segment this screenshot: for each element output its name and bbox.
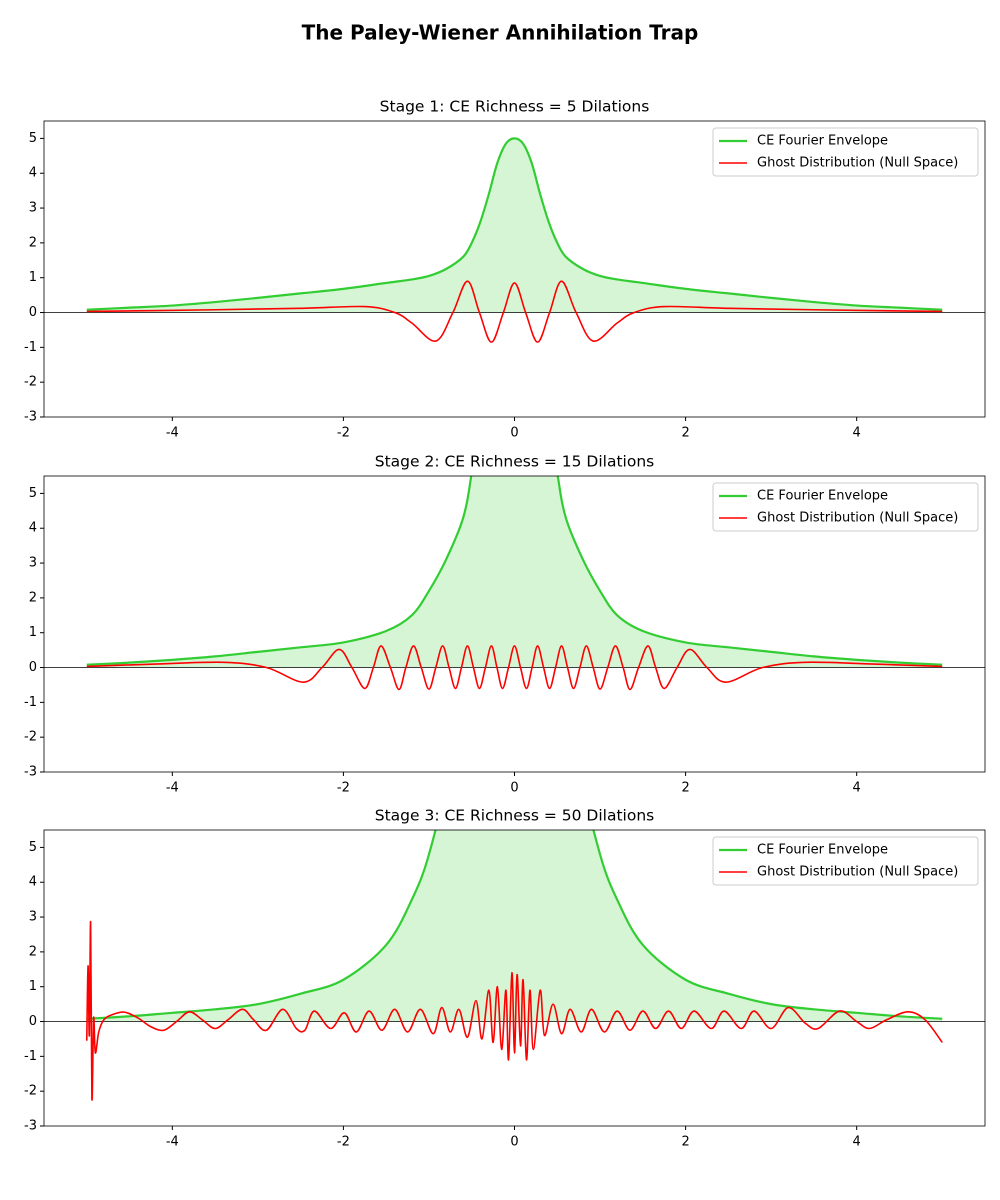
area (86, 138, 943, 313)
series-line (85, 921, 943, 1101)
plot-area (44, 830, 985, 1101)
subplot-title: Stage 2: CE Richness = 15 Dilations (375, 453, 655, 471)
y-tick-label: -3 (24, 1119, 37, 1134)
subplot-title: Stage 1: CE Richness = 5 Dilations (380, 98, 650, 116)
x-tick-label: 4 (853, 781, 861, 796)
x-tick-label: -4 (166, 781, 179, 796)
x-tick-label: 0 (510, 1135, 518, 1150)
y-tick-label: 1 (29, 625, 37, 640)
y-tick-label: 0 (29, 1014, 37, 1029)
area (86, 830, 943, 1022)
y-tick-label: 4 (29, 521, 37, 536)
series-line (86, 137, 943, 311)
y-tick-label: 2 (29, 590, 37, 605)
y-tick-label: -1 (24, 1049, 37, 1064)
y-tick-label: -2 (24, 730, 37, 745)
series-line (86, 830, 943, 1020)
x-tick-label: 4 (853, 1135, 861, 1150)
y-tick-label: 4 (29, 166, 37, 181)
legend-label: Ghost Distribution (Null Space) (757, 156, 958, 171)
plot-area (44, 137, 985, 343)
plot-area (44, 476, 985, 691)
legend-box (712, 482, 979, 532)
legend-label: Ghost Distribution (Null Space) (757, 865, 958, 880)
y-tick-label: -3 (24, 410, 37, 425)
y-tick-label: -1 (24, 340, 37, 355)
legend-label: Ghost Distribution (Null Space) (757, 511, 958, 526)
y-tick-label: -2 (24, 375, 37, 390)
legend-box (712, 836, 979, 886)
y-tick-label: -2 (24, 1084, 37, 1099)
y-tick-label: -3 (24, 765, 37, 780)
y-tick-label: 4 (29, 875, 37, 890)
area (86, 476, 943, 668)
y-tick-label: 5 (29, 486, 37, 501)
legend-box (712, 127, 979, 177)
y-tick-label: 2 (29, 235, 37, 250)
legend-label: CE Fourier Envelope (757, 489, 888, 504)
y-tick-label: 5 (29, 131, 37, 146)
x-tick-label: -4 (166, 1135, 179, 1150)
y-tick-label: 3 (29, 910, 37, 925)
x-tick-label: 0 (510, 781, 518, 796)
figure-title: The Paley-Wiener Annihilation Trap (302, 21, 699, 45)
y-tick-label: 1 (29, 979, 37, 994)
x-tick-label: 0 (510, 426, 518, 441)
y-tick-label: 3 (29, 201, 37, 216)
x-tick-label: -2 (337, 1135, 350, 1150)
x-tick-label: 4 (853, 426, 861, 441)
y-tick-label: 3 (29, 556, 37, 571)
y-tick-label: 0 (29, 660, 37, 675)
y-tick-label: -1 (24, 695, 37, 710)
x-tick-label: 2 (681, 1135, 689, 1150)
series-line (86, 645, 943, 691)
y-tick-label: 1 (29, 270, 37, 285)
x-tick-label: -2 (337, 426, 350, 441)
series-line (86, 280, 943, 343)
legend-label: CE Fourier Envelope (757, 134, 888, 149)
x-tick-label: 2 (681, 426, 689, 441)
legend-label: CE Fourier Envelope (757, 843, 888, 858)
series-line (86, 476, 943, 666)
y-tick-label: 5 (29, 840, 37, 855)
y-tick-label: 2 (29, 944, 37, 959)
y-tick-label: 0 (29, 305, 37, 320)
x-tick-label: -2 (337, 781, 350, 796)
subplot-title: Stage 3: CE Richness = 50 Dilations (375, 807, 655, 825)
x-tick-label: 2 (681, 781, 689, 796)
x-tick-label: -4 (166, 426, 179, 441)
